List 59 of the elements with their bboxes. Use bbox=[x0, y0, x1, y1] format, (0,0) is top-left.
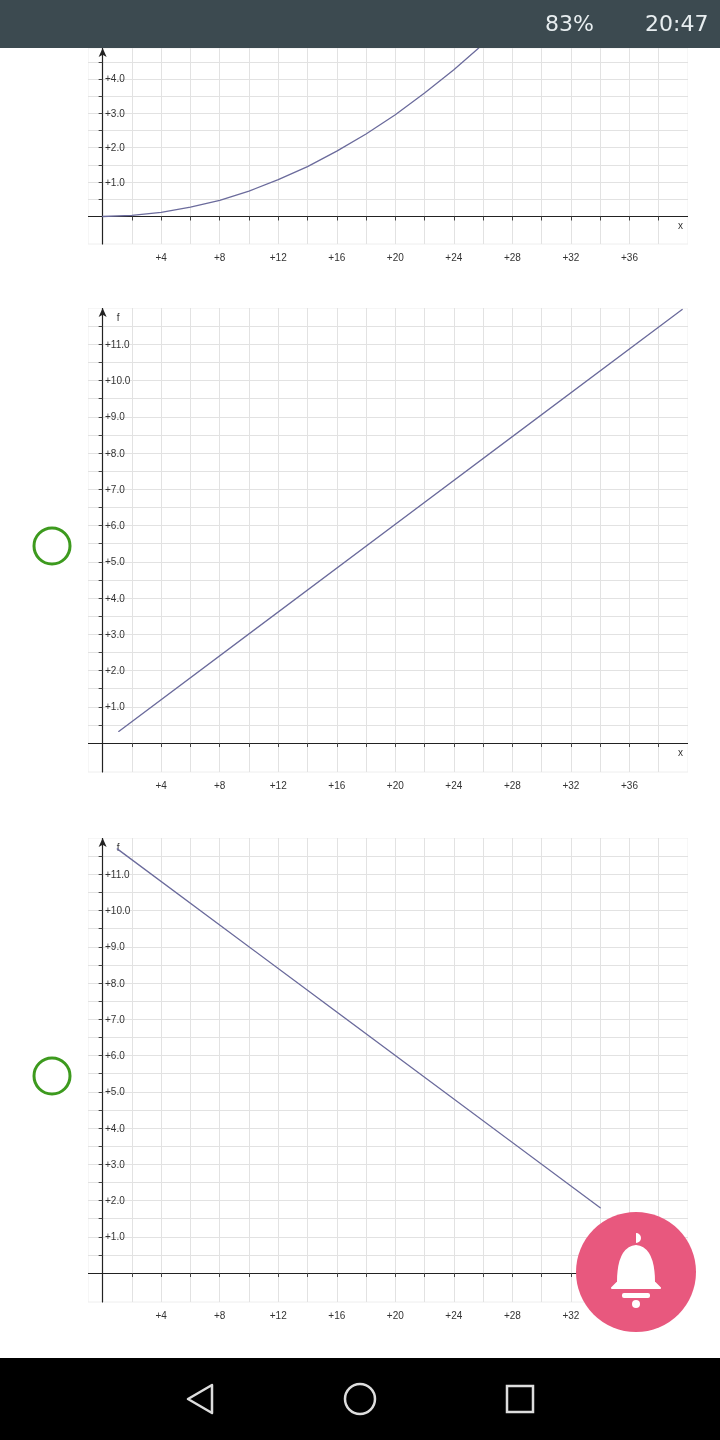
x-tick-label: +32 bbox=[562, 1309, 580, 1321]
y-tick-label: +11.0 bbox=[105, 868, 130, 880]
y-axis-title: f bbox=[116, 311, 120, 323]
y-tick-label: +3.0 bbox=[105, 1158, 126, 1170]
x-tick-label: +8 bbox=[214, 779, 226, 791]
y-tick-label: +11.0 bbox=[105, 338, 130, 350]
y-tick-label: +9.0 bbox=[105, 411, 126, 423]
y-tick-label: +10.0 bbox=[105, 375, 131, 386]
x-tick-label: +16 bbox=[328, 779, 346, 791]
x-tick-label: +36 bbox=[620, 779, 639, 791]
x-tick-label: +12 bbox=[269, 779, 288, 791]
x-tick-label: +20 bbox=[386, 1309, 405, 1321]
x-tick-label: +12 bbox=[269, 1309, 288, 1321]
x-tick-label: +24 bbox=[445, 1309, 463, 1321]
y-tick-label: +7.0 bbox=[105, 1013, 126, 1025]
x-axis-title: x bbox=[678, 219, 683, 231]
y-tick-label: +5.0 bbox=[105, 556, 126, 568]
y-tick-label: +1.0 bbox=[105, 701, 126, 713]
y-tick-label: +4.0 bbox=[105, 592, 126, 604]
x-axis-title: x bbox=[678, 746, 683, 758]
y-tick-label: +1.0 bbox=[105, 176, 126, 188]
y-tick-label: +10.0 bbox=[105, 905, 131, 916]
x-tick-label: +8 bbox=[214, 251, 226, 263]
y-tick-label: +9.0 bbox=[105, 941, 126, 953]
text: 20:47 bbox=[645, 11, 709, 36]
y-tick-label: +6.0 bbox=[105, 1050, 126, 1061]
x-tick-label: +28 bbox=[503, 779, 522, 791]
x-tick-label: +24 bbox=[445, 779, 463, 791]
x-tick-label: +28 bbox=[503, 251, 522, 263]
x-tick-label: +12 bbox=[269, 251, 288, 263]
y-tick-label: +2.0 bbox=[105, 142, 126, 154]
text: 83% bbox=[545, 11, 594, 36]
y-tick-label: +3.0 bbox=[105, 628, 126, 640]
x-tick-label: +24 bbox=[445, 251, 463, 263]
y-tick-label: +7.0 bbox=[105, 483, 126, 495]
x-tick-label: +8 bbox=[214, 1309, 226, 1321]
y-tick-label: +5.0 bbox=[105, 1086, 126, 1098]
x-tick-label: +4 bbox=[155, 251, 168, 263]
y-tick-label: +4.0 bbox=[105, 73, 126, 85]
x-tick-label: +16 bbox=[328, 251, 346, 263]
x-tick-label: +20 bbox=[386, 779, 405, 791]
x-tick-label: +36 bbox=[620, 251, 639, 263]
x-tick-label: +4 bbox=[155, 779, 168, 791]
x-tick-label: +32 bbox=[562, 779, 580, 791]
y-tick-label: +1.0 bbox=[105, 1231, 126, 1243]
y-tick-label: +2.0 bbox=[105, 665, 126, 676]
y-tick-label: +4.0 bbox=[105, 1122, 126, 1134]
y-tick-label: +8.0 bbox=[105, 447, 126, 459]
y-tick-label: +8.0 bbox=[105, 977, 126, 989]
x-tick-label: +16 bbox=[328, 1309, 346, 1321]
y-tick-label: +6.0 bbox=[105, 520, 126, 531]
x-tick-label: +20 bbox=[386, 251, 405, 263]
x-tick-label: +28 bbox=[503, 1309, 522, 1321]
x-tick-label: +4 bbox=[155, 1309, 168, 1321]
line-series bbox=[101, 48, 480, 218]
x-tick-label: +32 bbox=[562, 251, 580, 263]
y-tick-label: +3.0 bbox=[105, 107, 126, 119]
y-axis-title: f bbox=[116, 841, 120, 853]
y-tick-label: +2.0 bbox=[105, 1195, 126, 1206]
